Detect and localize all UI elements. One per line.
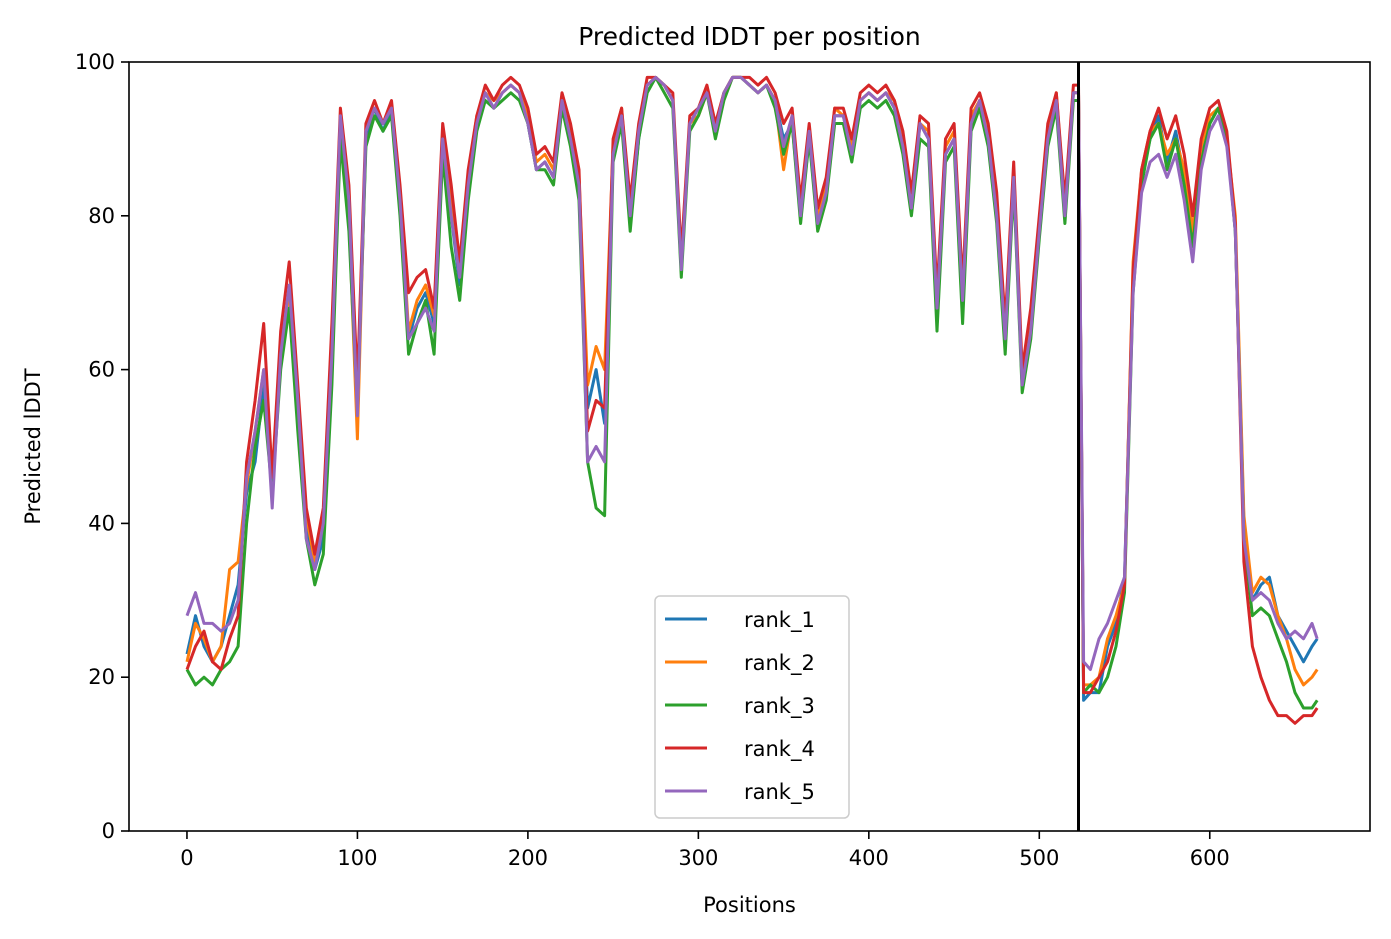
x-axis-ticks: 0 100 200 300 400 500 600	[180, 831, 1230, 870]
legend-box	[654, 595, 850, 819]
y-tick-label: 100	[75, 50, 115, 74]
y-axis-ticks: 0 20 40 60 80 100	[75, 50, 129, 843]
series-layer	[185, 75, 1319, 725]
legend-label-rank_1: rank_1	[744, 608, 815, 633]
y-tick-label: 0	[102, 819, 115, 843]
x-tick-label: 500	[1019, 846, 1059, 870]
x-tick-label: 200	[508, 846, 548, 870]
legend-label-rank_2: rank_2	[744, 651, 815, 676]
legend-label-rank_4: rank_4	[744, 737, 815, 762]
y-tick-label: 60	[88, 358, 115, 382]
y-axis-label: Predicted lDDT	[21, 368, 45, 524]
x-tick-label: 300	[678, 846, 718, 870]
y-tick-label: 40	[88, 511, 115, 535]
chart-title: Predicted lDDT per position	[578, 22, 920, 51]
x-tick-label: 100	[337, 846, 377, 870]
legend-label-rank_3: rank_3	[744, 694, 815, 719]
x-tick-label: 0	[180, 846, 193, 870]
x-tick-label: 600	[1190, 846, 1230, 870]
plot-area	[128, 61, 1371, 832]
y-tick-label: 80	[88, 204, 115, 228]
series-line-rank_5	[185, 75, 1319, 671]
x-tick-label: 400	[849, 846, 889, 870]
legend-label-rank_5: rank_5	[744, 780, 815, 805]
x-axis-label: Positions	[703, 893, 796, 917]
legend: rank_1 rank_2 rank_3 rank_4 rank_5	[654, 595, 850, 819]
y-tick-label: 20	[88, 665, 115, 689]
axes-frame	[128, 61, 1371, 832]
